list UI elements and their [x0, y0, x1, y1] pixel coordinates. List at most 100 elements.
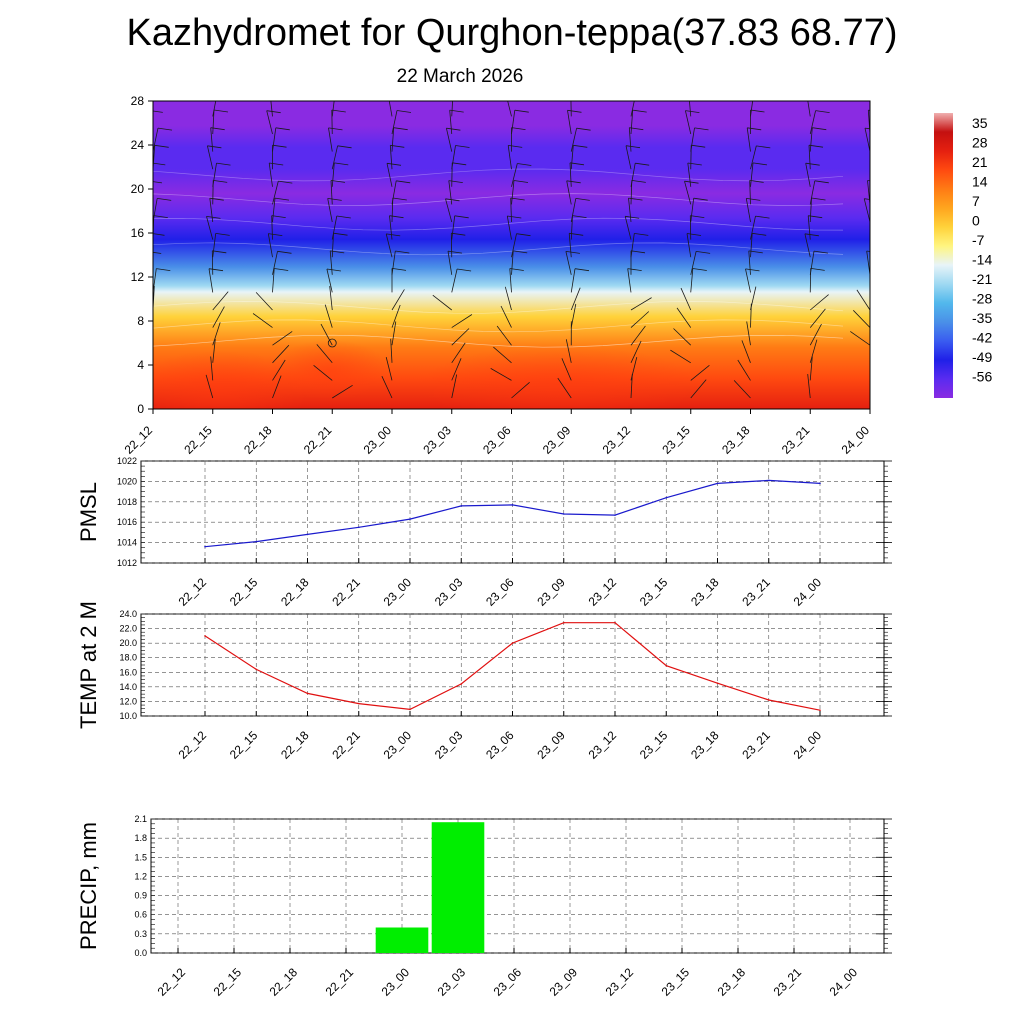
wind-barb — [391, 321, 397, 346]
x-tick-label: 22_12 — [155, 965, 189, 999]
x-tick-label: 22_18 — [241, 423, 275, 457]
wind-barb — [493, 346, 512, 364]
wind-barb-flag — [272, 144, 287, 148]
wind-barb — [500, 305, 512, 328]
wind-barb — [451, 328, 470, 346]
wind-barb — [391, 110, 398, 135]
wind-barb — [153, 397, 154, 398]
wind-barb-flag — [157, 198, 172, 201]
wind-barb-flag — [396, 110, 412, 113]
wind-barb — [332, 384, 353, 399]
wind-barb — [570, 198, 577, 223]
wind-barb-flag — [337, 145, 352, 149]
wind-barb-flag — [447, 250, 463, 254]
wind-barb — [690, 251, 697, 275]
y-tick-label: 0.9 — [134, 891, 147, 901]
wind-barb — [255, 292, 273, 311]
x-tick-label: 23_09 — [540, 423, 574, 457]
wind-barb — [565, 251, 572, 275]
heatmap-panel: 0 4 8 12 16 20 24 28 22_12 22_15 22_18 22_21 23_00 23… — [122, 94, 873, 457]
y-tick-label: 10.0 — [119, 711, 137, 721]
wind-barb-flag — [632, 109, 647, 113]
wind-barb-flag — [208, 268, 224, 272]
wind-barb — [511, 180, 515, 205]
wind-barb — [750, 145, 757, 170]
wind-barb — [389, 215, 393, 240]
wind-barb — [628, 127, 632, 152]
data-point — [409, 708, 411, 711]
colorbar-label: -49 — [972, 349, 992, 365]
wind-barb-flag — [386, 233, 401, 237]
wind-barb — [804, 233, 811, 258]
wind-barb — [741, 340, 751, 363]
wind-barb — [272, 344, 290, 364]
x-tick-label: 22_18 — [278, 575, 312, 609]
wind-barb — [630, 110, 634, 135]
wind-barb-flag — [326, 268, 341, 272]
wind-barb-flag — [328, 127, 343, 131]
data-point — [255, 540, 258, 543]
wind-barb — [490, 368, 512, 381]
wind-barb-flag — [277, 250, 292, 254]
x-tick-label: 23_09 — [547, 965, 581, 999]
wind-barb-flag — [574, 268, 590, 272]
wind-barb — [869, 379, 870, 381]
y-tick-label: 1012 — [117, 558, 137, 568]
wind-barb-flag — [866, 250, 870, 252]
wind-barb-flag — [207, 145, 222, 149]
wind-barb — [690, 127, 695, 152]
y-tick-label: 20.0 — [119, 638, 137, 648]
wind-barb — [268, 162, 273, 187]
colorbar-label: 14 — [972, 173, 988, 189]
wind-barb-flag — [157, 127, 173, 131]
contour-line — [153, 334, 844, 348]
wind-barb — [270, 101, 273, 117]
x-tick-label: 23_00 — [381, 575, 415, 609]
wind-barb — [451, 342, 466, 364]
y-tick-label: 0.0 — [134, 948, 147, 958]
wind-barb — [869, 290, 870, 293]
wind-barb-flag — [393, 127, 408, 131]
wind-barb-flag — [693, 197, 708, 201]
wind-barb — [212, 101, 217, 117]
x-tick-label: 23_21 — [771, 965, 805, 999]
wind-barb — [625, 145, 632, 170]
wind-barb — [557, 377, 572, 399]
wind-barb — [624, 216, 632, 240]
wind-barb-flag — [684, 180, 699, 184]
wind-barb — [566, 180, 572, 205]
x-tick-label: 22_21 — [301, 423, 335, 457]
colorbar-label: 7 — [972, 193, 980, 209]
y-axis-label: TEMP at 2 M — [76, 601, 101, 729]
wind-barb — [385, 357, 393, 381]
wind-barb — [627, 268, 632, 293]
wind-barb — [809, 251, 815, 275]
data-point — [614, 514, 616, 516]
x-tick-label: 23_00 — [361, 423, 395, 457]
y-tick-label: 0.6 — [134, 910, 147, 920]
data-point — [460, 505, 463, 507]
x-tick-label: 23_18 — [688, 575, 722, 609]
x-tick-label: 23_15 — [637, 575, 671, 609]
wind-barb — [153, 128, 159, 152]
wind-barb — [745, 198, 751, 223]
data-point — [204, 545, 206, 548]
x-tick-label: 24_00 — [791, 728, 825, 762]
wind-barb — [853, 310, 870, 328]
wind-barb — [748, 250, 751, 275]
wind-barb — [451, 374, 458, 399]
wind-barb-flag — [268, 233, 283, 236]
wind-barb — [506, 215, 512, 240]
wind-barb — [207, 145, 214, 170]
wind-barb — [212, 291, 229, 311]
wind-barb-flag — [386, 162, 402, 166]
wind-barb — [451, 314, 473, 328]
wind-barb — [272, 198, 276, 223]
x-tick-label: 22_15 — [181, 423, 215, 457]
wind-barb-flag — [804, 233, 819, 237]
y-tick-label: 1016 — [117, 517, 137, 527]
wind-barb-flag — [395, 250, 410, 254]
x-tick-label: 23_15 — [659, 423, 693, 457]
data-point — [511, 642, 514, 644]
x-tick-label: 22_21 — [329, 728, 363, 762]
